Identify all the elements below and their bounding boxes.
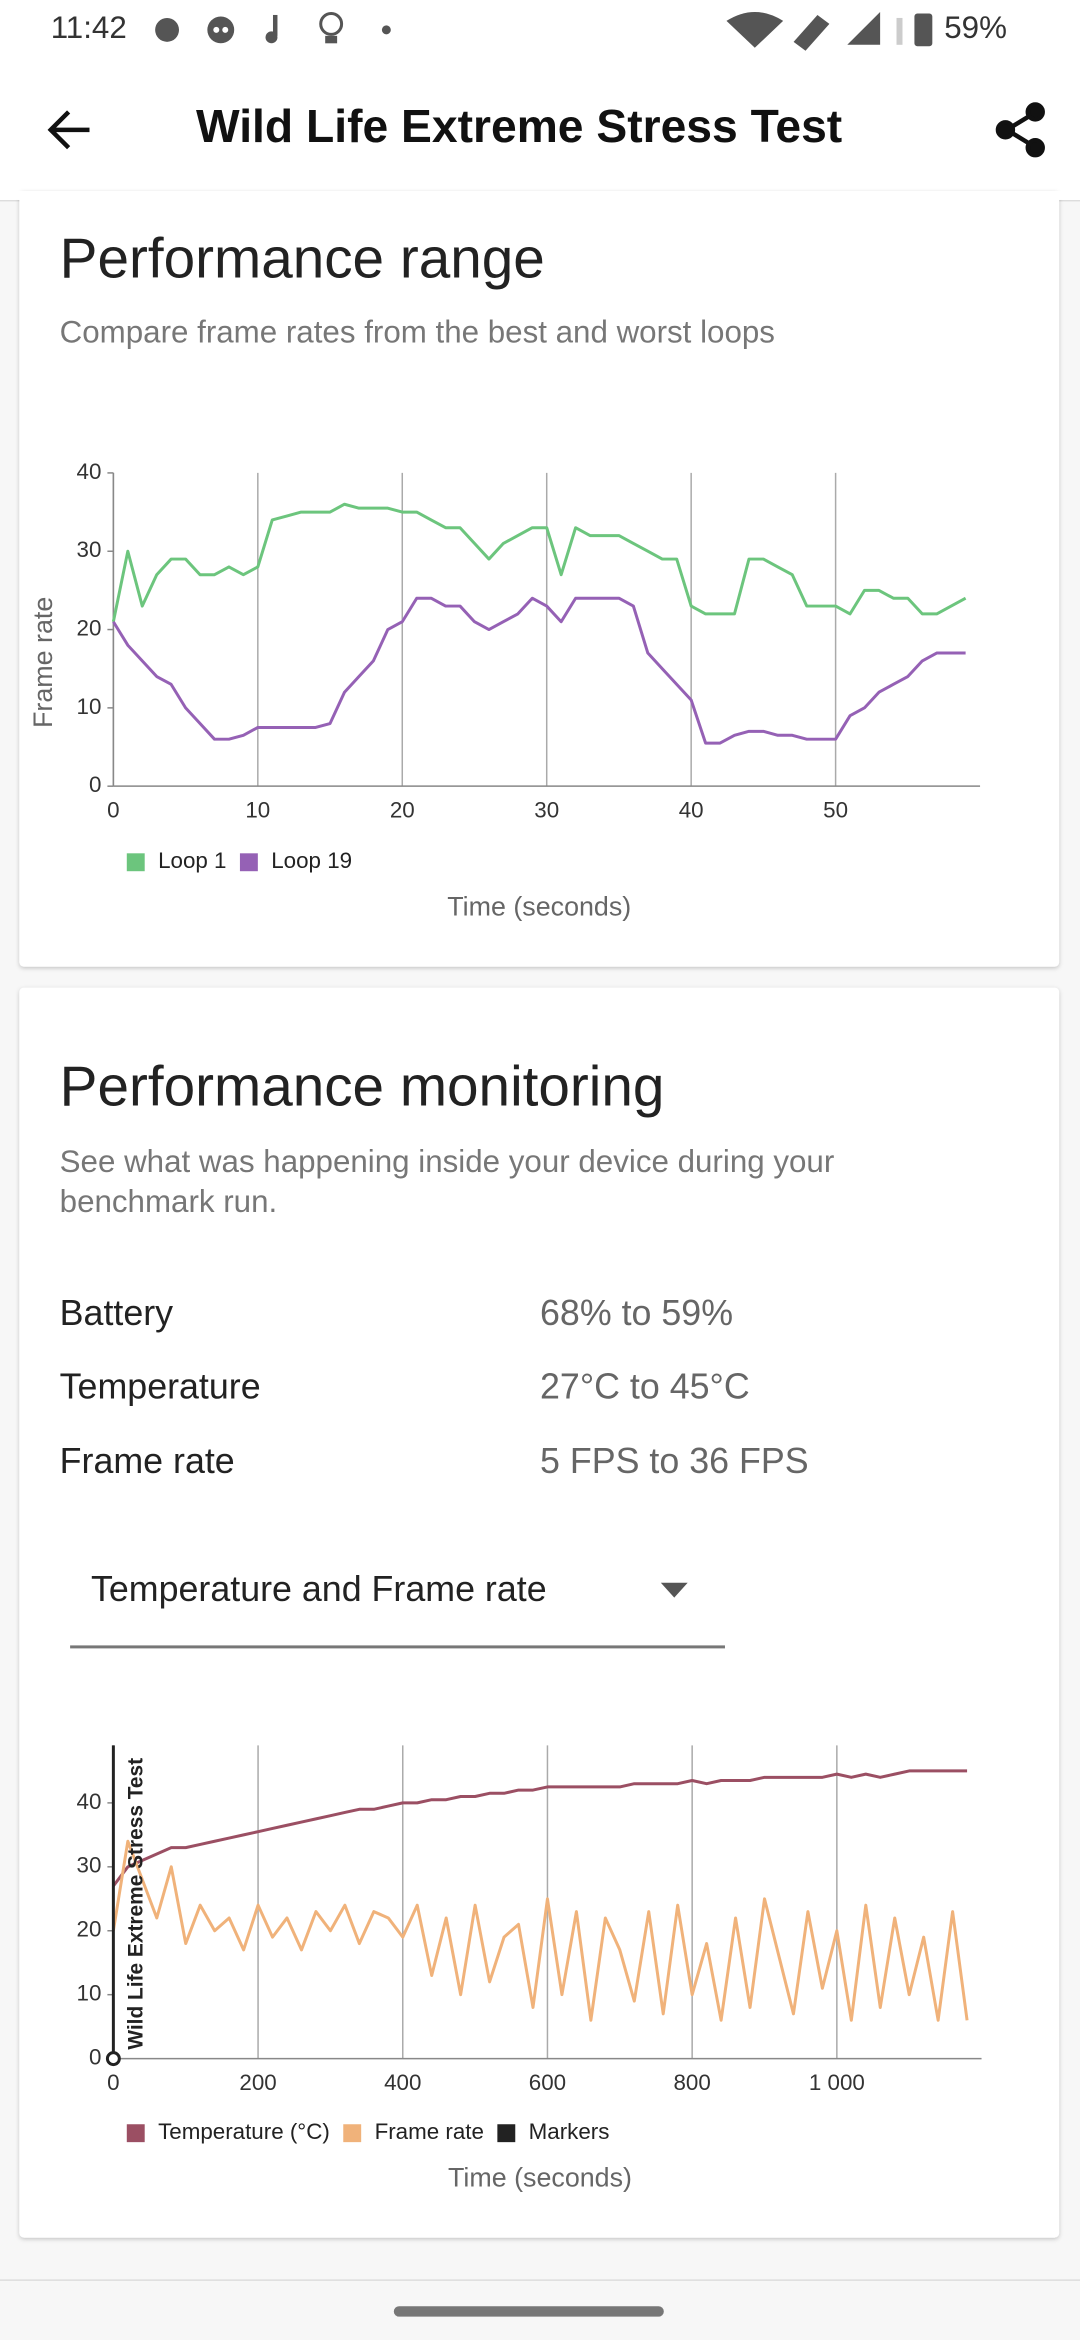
marker-label: Wild Life Extreme Stress Test bbox=[125, 1758, 148, 2050]
y-tick-label: 40 bbox=[77, 1789, 102, 1814]
x-tick-label: 10 bbox=[245, 797, 270, 822]
y-tick-label: 40 bbox=[77, 459, 102, 484]
share-button[interactable] bbox=[995, 102, 1045, 158]
x-tick-label: 0 bbox=[107, 797, 119, 822]
x-tick-label: 30 bbox=[534, 797, 559, 822]
card-subtitle: See what was happening inside your devic… bbox=[60, 1144, 835, 1179]
y-tick-label: 10 bbox=[77, 1981, 102, 2006]
series-line bbox=[112, 596, 966, 745]
series-line bbox=[111, 1839, 969, 2022]
card-title: Performance range bbox=[60, 228, 545, 291]
y-tick-label: 10 bbox=[77, 694, 102, 719]
y-tick-label: 20 bbox=[77, 615, 102, 640]
card-subtitle: benchmark run. bbox=[60, 1184, 278, 1219]
x-axis-title: Time (seconds) bbox=[447, 892, 631, 922]
x-axis-title: Time (seconds) bbox=[448, 2163, 632, 2193]
stat-label: Frame rate bbox=[60, 1441, 235, 1481]
dropdown[interactable]: Temperature and Frame rate bbox=[70, 1569, 725, 1649]
stat-value: 68% to 59% bbox=[540, 1293, 733, 1333]
x-tick-label: 200 bbox=[239, 2070, 276, 2095]
legend-label: Loop 1 bbox=[158, 848, 226, 873]
x-tick-label: 600 bbox=[529, 2070, 566, 2095]
x-tick-label: 1 000 bbox=[809, 2070, 865, 2095]
card bbox=[19, 190, 1060, 967]
legend-label: Loop 19 bbox=[271, 848, 352, 873]
card-subtitle: Compare frame rates from the best and wo… bbox=[60, 314, 775, 349]
x-tick-label: 800 bbox=[673, 2070, 710, 2095]
back-button[interactable] bbox=[47, 110, 90, 150]
series-line bbox=[111, 502, 967, 623]
legend-label: Markers bbox=[529, 2119, 610, 2144]
card-clip bbox=[0, 190, 1080, 200]
dropdown-value[interactable]: Temperature and Frame rate bbox=[91, 1569, 547, 1609]
marker-point bbox=[105, 2051, 121, 2067]
card-title: Performance monitoring bbox=[60, 1055, 665, 1118]
y-tick-label: 30 bbox=[77, 537, 102, 562]
y-tick-label: 0 bbox=[89, 2045, 101, 2070]
x-tick-label: 400 bbox=[384, 2070, 421, 2095]
stat-value: 27°C to 45°C bbox=[540, 1366, 750, 1406]
status-battery: 59% bbox=[944, 10, 1007, 45]
app-title: Wild Life Extreme Stress Test bbox=[196, 100, 842, 152]
dropdown-underline bbox=[70, 1645, 725, 1649]
stat-value: 5 FPS to 36 FPS bbox=[540, 1441, 809, 1481]
x-tick-label: 40 bbox=[679, 797, 704, 822]
x-tick-label: 0 bbox=[107, 2070, 119, 2095]
legend-swatch bbox=[343, 2124, 362, 2143]
legend-swatch bbox=[126, 853, 145, 872]
legend-label: Temperature (°C) bbox=[158, 2119, 330, 2144]
y-tick-label: 20 bbox=[77, 1917, 102, 1942]
legend-swatch bbox=[239, 853, 258, 872]
status-time: 11:42 bbox=[51, 10, 127, 45]
home-indicator bbox=[393, 2306, 664, 2317]
y-axis-title: Frame rate bbox=[28, 597, 58, 728]
stat-label: Battery bbox=[60, 1293, 174, 1333]
legend-swatch bbox=[126, 2124, 145, 2143]
card bbox=[19, 987, 1060, 2238]
legend-label: Frame rate bbox=[375, 2119, 484, 2144]
x-tick-label: 50 bbox=[823, 797, 848, 822]
series-line bbox=[112, 1769, 968, 1887]
legend-swatch bbox=[497, 2124, 516, 2143]
status-icons bbox=[155, 11, 933, 51]
y-tick-label: 30 bbox=[77, 1853, 102, 1878]
divider bbox=[0, 2279, 1080, 2281]
dropdown-arrow[interactable] bbox=[660, 1582, 688, 1598]
y-tick-label: 0 bbox=[89, 772, 101, 797]
x-tick-label: 20 bbox=[390, 797, 415, 822]
stat-label: Temperature bbox=[60, 1366, 261, 1406]
